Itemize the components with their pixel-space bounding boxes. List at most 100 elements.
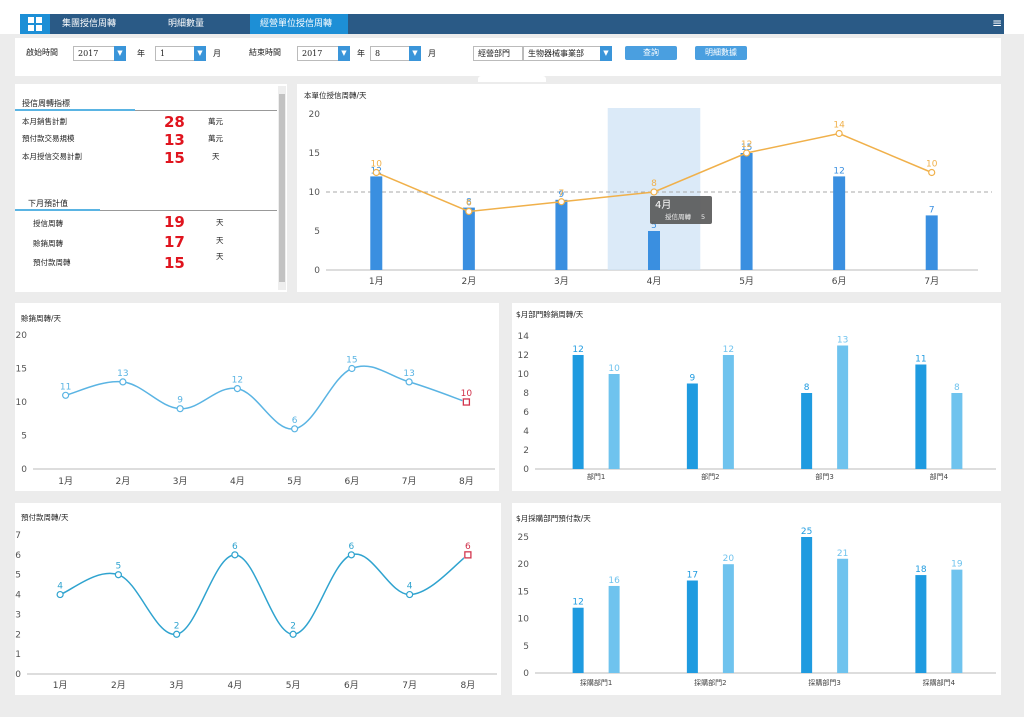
x-tick-label: 5月 <box>286 680 301 691</box>
divider <box>15 110 277 111</box>
start-time-label: 啟始時間 <box>22 46 72 61</box>
collapse-handle[interactable] <box>478 76 546 82</box>
bar <box>370 176 383 270</box>
forecast-section-title: 下月預計值 <box>28 199 68 208</box>
forecast-item-label: 賒銷周轉 <box>33 239 63 248</box>
data-point <box>231 551 239 559</box>
x-tick-label: 採購部門4 <box>923 678 956 687</box>
data-point <box>291 425 299 433</box>
dept-credit-sales-chart-panel: $月部門賒銷周轉/天 0 2 4 6 8 10 12 14 部門1 部門2 部門3 部門4 12 9 8 11 1… <box>512 303 1001 491</box>
divider-accent <box>15 109 135 111</box>
x-tick-label: 6月 <box>344 680 359 691</box>
data-label: 21 <box>837 549 848 559</box>
data-label: 7 <box>929 205 935 215</box>
tooltip-label: 授信周轉 <box>665 212 692 221</box>
data-label: 6 <box>349 542 355 552</box>
start-year-select[interactable]: 2017 <box>73 46 115 61</box>
bar <box>925 215 938 270</box>
grid-menu-icon[interactable] <box>20 14 50 34</box>
y-tick-label: 10 <box>16 398 28 408</box>
x-tick-label: 2月 <box>116 476 131 487</box>
bar <box>722 564 734 673</box>
dept-label: 經營部門 <box>473 46 523 61</box>
x-tick-label: 3月 <box>554 276 569 287</box>
chevron-down-icon[interactable]: ▼ <box>114 46 126 61</box>
data-point <box>119 378 127 386</box>
bar <box>462 207 475 270</box>
summary-item-unit: 萬元 <box>208 134 223 143</box>
data-label: 12 <box>741 140 752 150</box>
data-label: 14 <box>833 121 845 131</box>
end-year-select[interactable]: 2017 <box>297 46 339 61</box>
x-tick-label: 4月 <box>647 276 662 287</box>
data-point <box>928 168 936 177</box>
chevron-down-icon[interactable]: ▼ <box>600 46 612 61</box>
tooltip-value: 5 <box>701 213 705 221</box>
forecast-item-unit: 天 <box>216 252 224 261</box>
y-tick-label: 6 <box>523 408 529 418</box>
tab-group-credit-turnover[interactable]: 集團授信周轉 <box>62 19 117 29</box>
forecast-item-unit: 天 <box>216 218 224 227</box>
dept-select[interactable]: 生物器械事業部 <box>523 46 601 61</box>
summary-item-value: 13 <box>164 131 185 149</box>
chart-title: 本單位授信周轉/天 <box>304 90 367 100</box>
tab-detail-quantity[interactable]: 明細數量 <box>168 19 205 29</box>
y-tick-label: 20 <box>309 110 321 120</box>
data-label: 8 <box>954 383 960 393</box>
chevron-down-icon[interactable]: ▼ <box>338 46 350 61</box>
y-tick-label: 4 <box>523 427 529 437</box>
tab-unit-credit-turnover[interactable]: 經營單位授信周轉 <box>250 14 348 34</box>
y-tick-label: 12 <box>518 351 529 361</box>
data-label: 2 <box>290 621 296 631</box>
data-point <box>835 129 843 138</box>
chevron-down-icon[interactable]: ▼ <box>194 46 206 61</box>
y-tick-label: 1 <box>15 650 21 660</box>
data-point <box>464 551 472 559</box>
hamburger-menu-icon[interactable]: ≡ <box>992 16 1003 30</box>
data-point <box>405 378 413 386</box>
bar <box>915 364 927 469</box>
data-label: 8 <box>466 198 472 208</box>
query-button[interactable]: 查詢 <box>625 46 677 60</box>
data-label: 25 <box>801 527 812 537</box>
start-month-select[interactable]: 1 <box>155 46 195 61</box>
tooltip-title: 4月 <box>655 199 671 211</box>
forecast-item-unit: 天 <box>216 236 224 245</box>
data-label: 8 <box>651 179 657 189</box>
bar <box>608 585 620 673</box>
chart-title: $月採購部門預付款/天 <box>516 513 591 523</box>
summary-section-title: 授信周轉指標 <box>22 99 70 108</box>
y-tick-label: 3 <box>15 610 21 620</box>
data-label: 13 <box>117 369 128 379</box>
x-tick-label: 2月 <box>461 276 476 287</box>
detail-data-button[interactable]: 明細數據 <box>695 46 747 60</box>
y-tick-label: 0 <box>523 669 529 679</box>
data-label: 12 <box>723 345 734 355</box>
x-tick-label: 採購部門1 <box>580 678 612 687</box>
data-label: 15 <box>346 356 357 366</box>
end-month-select[interactable]: 8 <box>370 46 410 61</box>
bar <box>686 383 698 469</box>
data-point <box>62 391 70 399</box>
data-label: 5 <box>116 562 122 572</box>
x-tick-label: 6月 <box>345 476 360 487</box>
summary-scrollbar[interactable] <box>278 86 286 290</box>
series-line <box>59 553 469 636</box>
scrollbar-thumb[interactable] <box>279 94 285 282</box>
x-tick-label: 1月 <box>58 476 73 487</box>
forecast-item-value: 15 <box>164 254 185 272</box>
summary-item-unit: 天 <box>212 152 220 161</box>
x-tick-label: 3月 <box>173 476 188 487</box>
data-label: 19 <box>951 560 963 570</box>
x-tick-label: 5月 <box>739 276 754 287</box>
chevron-down-icon[interactable]: ▼ <box>409 46 421 61</box>
data-label: 4 <box>57 582 63 592</box>
data-label: 10 <box>608 364 620 374</box>
forecast-item-label: 預付款周轉 <box>33 258 71 267</box>
bar <box>833 176 846 270</box>
data-label: 6 <box>292 416 298 426</box>
y-tick-label: 0 <box>21 465 27 475</box>
y-tick-label: 15 <box>518 587 529 597</box>
